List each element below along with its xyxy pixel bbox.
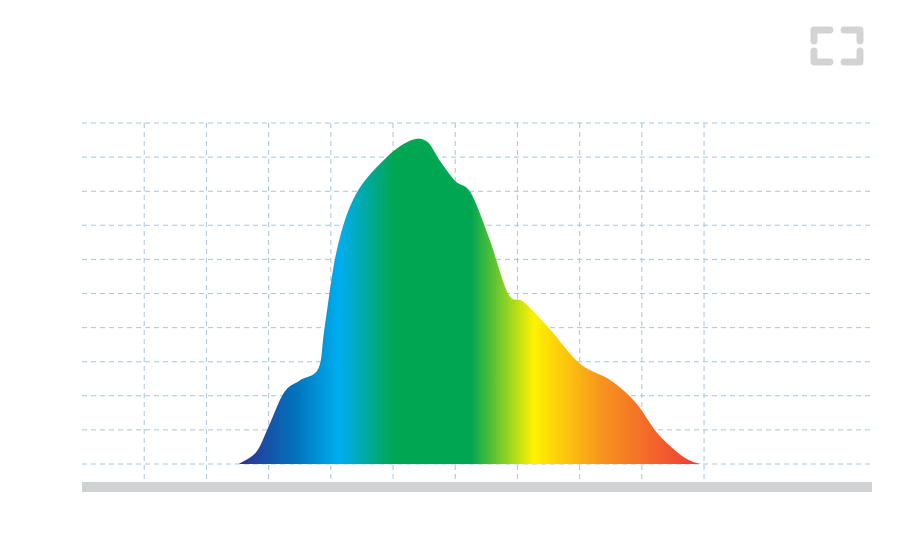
spectrum-area	[238, 138, 701, 464]
x-axis-baseline	[82, 482, 872, 492]
expand-frame-icon[interactable]	[810, 26, 864, 66]
